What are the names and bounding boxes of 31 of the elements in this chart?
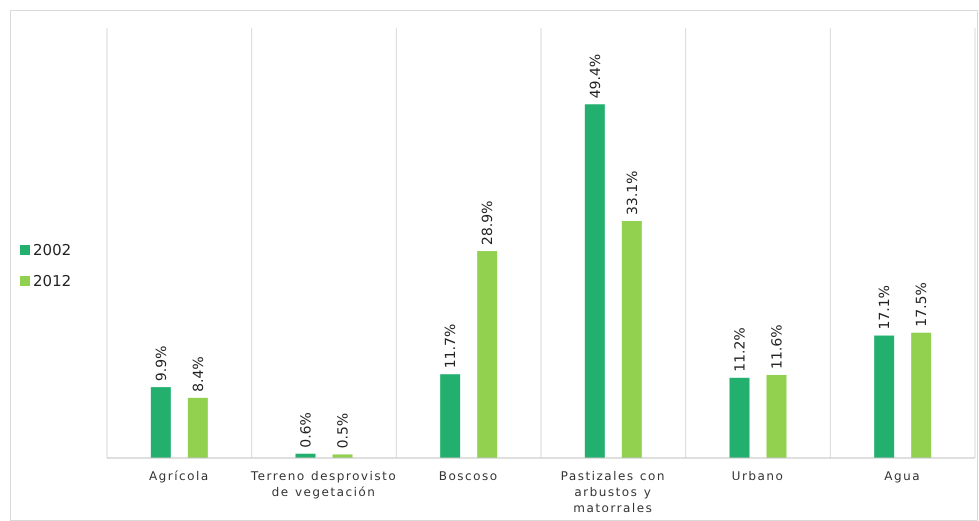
bar xyxy=(584,104,605,458)
bar xyxy=(150,387,171,458)
bar xyxy=(188,398,208,458)
x-tick-label: Pastizales con arbustos y matorrales xyxy=(560,469,666,515)
data-label: 17.5% xyxy=(914,282,930,327)
bar xyxy=(911,332,932,458)
data-label: 0.5% xyxy=(336,412,352,448)
x-tick-label: Agua xyxy=(884,469,922,483)
x-tick-label: Boscoso xyxy=(438,469,499,483)
data-label: 9.9% xyxy=(154,346,170,382)
bar xyxy=(296,454,316,458)
data-label: 11.6% xyxy=(770,324,786,369)
data-label: 11.2% xyxy=(732,327,748,372)
x-tick-label: Terreno desprovisto de vegetación xyxy=(250,469,398,499)
bar xyxy=(874,336,894,458)
data-label: 11.7% xyxy=(443,324,460,368)
bar xyxy=(440,374,460,458)
data-label: 28.9% xyxy=(480,200,496,246)
data-label: 49.4% xyxy=(588,54,604,98)
x-tick-label: Agrícola xyxy=(148,469,210,483)
data-label: 17.1% xyxy=(877,285,894,330)
bar xyxy=(730,378,750,458)
legend-label: 2002 xyxy=(33,241,72,259)
bar xyxy=(622,220,642,458)
legend-label: 2012 xyxy=(33,272,72,290)
data-label: 33.1% xyxy=(624,170,641,215)
data-label: 0.6% xyxy=(298,412,314,448)
bar xyxy=(477,251,498,458)
bar xyxy=(766,374,786,458)
x-tick-label: Urbano xyxy=(732,469,784,483)
data-label: 8.4% xyxy=(190,356,207,392)
